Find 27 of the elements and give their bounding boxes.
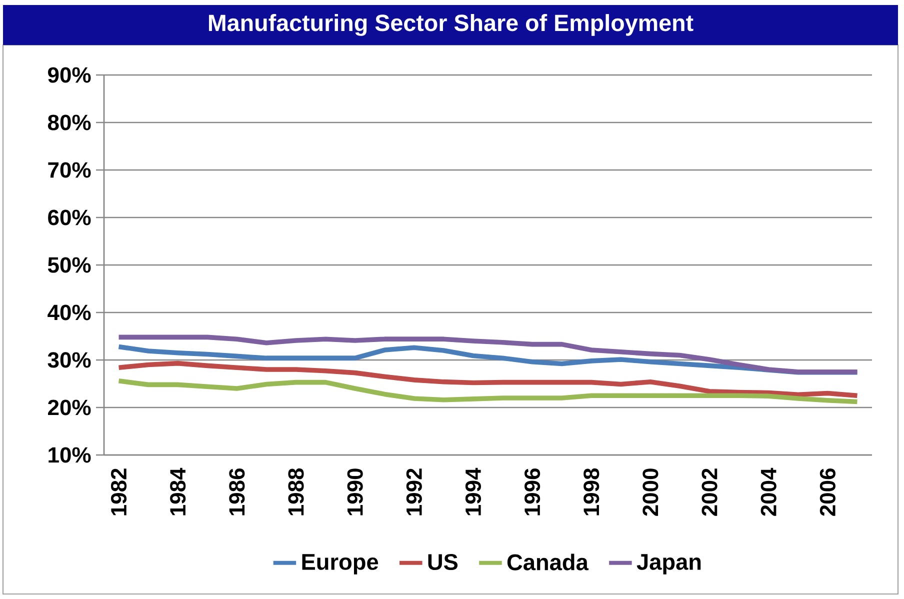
y-tick-label: 10%: [48, 447, 91, 463]
x-tick-label: 1982: [110, 468, 127, 516]
y-tick-label: 70%: [48, 162, 91, 178]
legend-label: Japan: [636, 554, 701, 574]
y-tick-label: 50%: [48, 257, 91, 273]
x-tick-label: 1994: [465, 468, 482, 516]
y-tick-label: 90%: [48, 67, 91, 83]
x-tick-label: 2006: [820, 468, 836, 516]
x-tick-label: 1998: [584, 468, 600, 516]
legend-label: Europe: [302, 554, 378, 574]
y-tick-label: 40%: [48, 304, 91, 320]
y-tick-label: 20%: [48, 400, 91, 416]
x-tick-label: 1988: [288, 468, 304, 516]
x-tick-label: 1990: [347, 468, 363, 516]
legend-label: US: [428, 554, 458, 570]
y-tick-label: 30%: [48, 352, 91, 368]
x-tick-label: 2000: [642, 468, 658, 516]
x-tick-label: 2004: [760, 468, 776, 516]
y-tick-label: 80%: [48, 114, 91, 130]
x-tick-label: 1996: [524, 468, 540, 516]
legend-label: Canada: [507, 554, 589, 570]
x-tick-label: 1984: [170, 468, 186, 516]
x-tick-label: 2002: [702, 468, 718, 516]
x-tick-label: 1992: [406, 468, 422, 516]
x-tick-label: 1986: [229, 468, 245, 516]
chart-title: Manufacturing Sector Share of Employment: [208, 14, 694, 36]
y-tick-label: 60%: [48, 210, 91, 226]
